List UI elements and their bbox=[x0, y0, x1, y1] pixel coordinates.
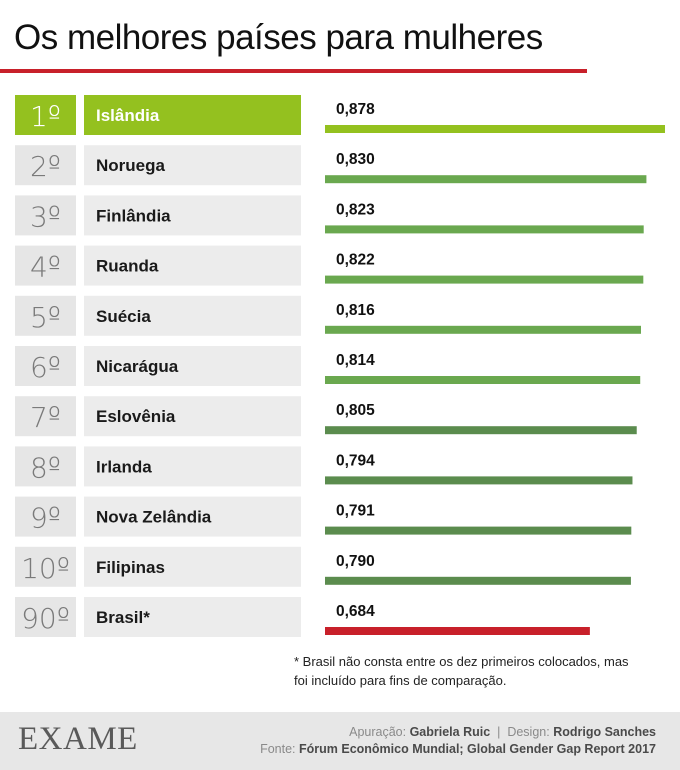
country-label: Irlanda bbox=[96, 457, 152, 476]
rank-label: 6º bbox=[30, 351, 61, 384]
source-line: Fonte: Fórum Econômico Mundial; Global G… bbox=[260, 742, 656, 756]
rank-cell bbox=[15, 295, 76, 336]
rank-label: 9º bbox=[30, 502, 61, 535]
country-label: Islândia bbox=[96, 106, 160, 125]
rank-cell bbox=[15, 446, 76, 487]
value-bar bbox=[325, 476, 633, 485]
value-bar bbox=[325, 426, 637, 435]
rank-label: 7º bbox=[30, 401, 61, 434]
country-cell bbox=[84, 396, 301, 437]
value-bar bbox=[325, 225, 644, 234]
rank-cell bbox=[15, 346, 76, 386]
country-label: Suécia bbox=[96, 307, 151, 326]
rank-label: 3º bbox=[30, 200, 61, 233]
value-label: 0,878 bbox=[336, 101, 375, 118]
chart-row: 1º Islândia 0,878 bbox=[15, 95, 665, 135]
chart-row: 10º Filipinas 0,790 bbox=[15, 546, 631, 587]
country-label: Brasil* bbox=[96, 608, 150, 627]
chart-row: 3º Finlândia 0,823 bbox=[15, 195, 644, 236]
rank-label: 10º bbox=[21, 552, 70, 585]
country-cell bbox=[84, 597, 301, 637]
footnote-line-2: foi incluído para fins de comparação. bbox=[294, 673, 507, 688]
value-label: 0,823 bbox=[336, 201, 375, 218]
rank-cell bbox=[15, 145, 76, 186]
rank-cell bbox=[15, 95, 76, 135]
credits-line: Apuração: Gabriela Ruic | Design: Rodrig… bbox=[349, 725, 656, 739]
design-name: Rodrigo Sanches bbox=[553, 725, 656, 739]
rank-cell bbox=[15, 195, 76, 236]
value-label: 0,790 bbox=[336, 553, 375, 570]
value-bar bbox=[325, 627, 590, 635]
country-label: Filipinas bbox=[96, 558, 165, 577]
country-cell bbox=[84, 546, 301, 587]
country-label: Ruanda bbox=[96, 257, 159, 276]
value-bar bbox=[325, 325, 641, 334]
rank-label: 4º bbox=[30, 251, 61, 284]
footnote: * Brasil não consta entre os dez primeir… bbox=[294, 652, 674, 690]
design-label: Design: bbox=[507, 725, 550, 739]
value-bar bbox=[325, 376, 641, 384]
chart-row: 90º Brasil* 0,684 bbox=[15, 597, 590, 637]
apuracao-name: Gabriela Ruic bbox=[409, 725, 491, 739]
value-label: 0,830 bbox=[336, 151, 375, 168]
chart-row: 5º Suécia 0,816 bbox=[15, 295, 641, 336]
value-label: 0,814 bbox=[336, 352, 375, 369]
country-label: Eslovênia bbox=[96, 407, 176, 426]
chart-row: 7º Eslovênia 0,805 bbox=[15, 396, 637, 437]
value-label: 0,805 bbox=[336, 402, 375, 419]
exame-logo: EXAME bbox=[18, 721, 138, 757]
value-label: 0,822 bbox=[336, 252, 375, 269]
ranking-bar-chart: 1º Islândia 0,878 2º Noruega 0,830 3º Finlândia… bbox=[15, 95, 665, 637]
page-title: Os melhores países para mulheres bbox=[14, 18, 543, 57]
country-label: Nicarágua bbox=[96, 357, 179, 376]
value-bar bbox=[325, 125, 665, 133]
apuracao-label: Apuração: bbox=[349, 725, 407, 739]
value-label: 0,684 bbox=[336, 603, 375, 620]
fonte-value: Fórum Econômico Mundial; Global Gender G… bbox=[299, 742, 656, 756]
country-cell bbox=[84, 346, 301, 386]
rank-cell bbox=[15, 546, 76, 587]
fonte-label: Fonte: bbox=[260, 742, 296, 756]
country-cell bbox=[84, 195, 301, 236]
chart-row: 4º Ruanda 0,822 bbox=[15, 245, 644, 286]
footer-bar: EXAME Apuração: Gabriela Ruic | Design: … bbox=[0, 712, 680, 770]
value-bar bbox=[325, 175, 647, 184]
rank-label: 5º bbox=[30, 301, 61, 334]
country-cell bbox=[84, 245, 301, 286]
rank-label: 8º bbox=[30, 451, 61, 484]
credits-separator: | bbox=[497, 725, 501, 739]
country-label: Noruega bbox=[96, 156, 166, 175]
rank-cell bbox=[15, 597, 76, 637]
country-cell bbox=[84, 95, 301, 135]
value-bar bbox=[325, 576, 631, 585]
country-label: Nova Zelândia bbox=[96, 508, 212, 527]
value-label: 0,791 bbox=[336, 503, 375, 520]
rank-cell bbox=[15, 245, 76, 286]
country-cell bbox=[84, 295, 301, 336]
rank-label: 90º bbox=[21, 602, 70, 635]
country-cell bbox=[84, 446, 301, 487]
chart-row: 8º Irlanda 0,794 bbox=[15, 446, 633, 487]
chart-row: 2º Noruega 0,830 bbox=[15, 145, 647, 186]
country-cell bbox=[84, 145, 301, 186]
rank-cell bbox=[15, 396, 76, 437]
value-bar bbox=[325, 526, 632, 535]
value-label: 0,794 bbox=[336, 452, 375, 469]
country-label: Finlândia bbox=[96, 206, 171, 225]
rank-label: 1º bbox=[30, 100, 61, 133]
chart-row: 9º Nova Zelândia 0,791 bbox=[15, 496, 632, 537]
title-underline bbox=[0, 69, 587, 73]
country-cell bbox=[84, 496, 301, 537]
value-bar bbox=[325, 275, 644, 284]
rank-label: 2º bbox=[30, 150, 61, 183]
value-label: 0,816 bbox=[336, 302, 375, 319]
rank-cell bbox=[15, 496, 76, 537]
footnote-line-1: * Brasil não consta entre os dez primeir… bbox=[294, 654, 629, 669]
chart-row: 6º Nicarágua 0,814 bbox=[15, 346, 641, 386]
